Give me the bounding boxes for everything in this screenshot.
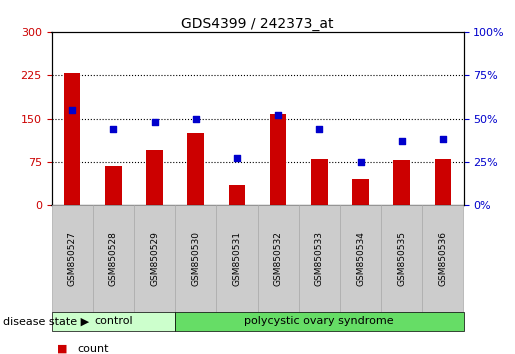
Text: control: control	[94, 316, 133, 326]
Title: GDS4399 / 242373_at: GDS4399 / 242373_at	[181, 17, 334, 31]
Text: GSM850533: GSM850533	[315, 231, 324, 286]
Bar	[146, 150, 163, 205]
Bar	[105, 166, 122, 205]
Bar	[435, 159, 451, 205]
Point	[150, 119, 159, 125]
Point	[68, 107, 76, 113]
Text: GSM850532: GSM850532	[273, 231, 283, 286]
Point	[398, 138, 406, 144]
Point	[233, 156, 241, 161]
Point	[315, 126, 323, 132]
Text: count: count	[77, 344, 109, 354]
Text: GSM850527: GSM850527	[67, 231, 77, 286]
Text: GSM850531: GSM850531	[232, 231, 242, 286]
Text: disease state ▶: disease state ▶	[3, 316, 89, 326]
Bar	[270, 114, 286, 205]
Point	[109, 126, 117, 132]
Bar	[229, 185, 245, 205]
Text: GSM850529: GSM850529	[150, 231, 159, 286]
Text: GSM850528: GSM850528	[109, 231, 118, 286]
Point	[192, 116, 200, 121]
Text: GSM850534: GSM850534	[356, 231, 365, 286]
Text: polycystic ovary syndrome: polycystic ovary syndrome	[245, 316, 394, 326]
Text: GSM850535: GSM850535	[397, 231, 406, 286]
Bar	[393, 160, 410, 205]
Bar	[352, 179, 369, 205]
Text: ■: ■	[57, 344, 67, 354]
Bar	[311, 159, 328, 205]
Bar	[187, 133, 204, 205]
Point	[356, 159, 365, 165]
Text: GSM850530: GSM850530	[191, 231, 200, 286]
Point	[274, 112, 282, 118]
Point	[439, 137, 447, 142]
Text: GSM850536: GSM850536	[438, 231, 448, 286]
Bar	[64, 74, 80, 205]
